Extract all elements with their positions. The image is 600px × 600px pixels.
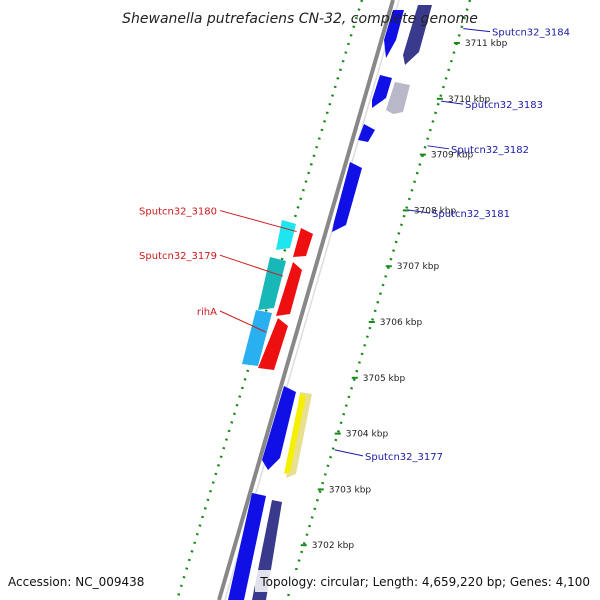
gene-label-leader bbox=[463, 28, 491, 33]
gene-sputcn32-3181[interactable] bbox=[332, 162, 362, 232]
tick-label: 3705 kbp bbox=[363, 374, 406, 384]
gene-features bbox=[228, 5, 432, 600]
accession-text: Accession: NC_009438 bbox=[8, 575, 144, 589]
genome-summary-text: Topology: circular; Length: 4,659,220 bp… bbox=[259, 575, 590, 589]
gene-sputcn32-3179-teal[interactable] bbox=[258, 257, 286, 310]
gene-label-right[interactable]: Sputcn32_3177 bbox=[365, 452, 443, 463]
tick-labels: 3711 kbp 3710 kbp 3709 kbp 3708 kbp 3707 kbp… bbox=[300, 39, 508, 551]
left-gene-labels: Sputcn32_3180 Sputcn32_3179 rihA bbox=[139, 207, 297, 333]
gene-sputcn32-3177-yellow[interactable] bbox=[284, 394, 306, 474]
footer-backdrop bbox=[255, 570, 595, 592]
tick-label: 3708 kbp bbox=[414, 206, 457, 216]
tick-label: 3704 kbp bbox=[346, 430, 389, 440]
gene-label-leader bbox=[219, 210, 297, 233]
tick-label: 3709 kbp bbox=[431, 151, 474, 161]
gene-sputcn32-3180-red[interactable] bbox=[293, 228, 313, 257]
genome-backbone bbox=[217, 0, 395, 600]
tick-label: 3707 kbp bbox=[397, 262, 440, 272]
gene-sputcn32-3180-cyan[interactable] bbox=[276, 220, 296, 250]
gene-label-leader bbox=[427, 145, 450, 150]
gene-label-left[interactable]: rihA bbox=[197, 307, 217, 318]
gene-sputcn32-3184-inner[interactable] bbox=[384, 10, 404, 58]
gene-riha-sky[interactable] bbox=[242, 310, 272, 366]
dotted-track-right bbox=[285, 0, 472, 600]
gene-label-right[interactable]: Sputcn32_3182 bbox=[451, 145, 529, 156]
tick-label: 3706 kbp bbox=[380, 318, 423, 328]
dotted-track-outer-right bbox=[175, 0, 472, 600]
tick-label: 3711 kbp bbox=[465, 39, 508, 49]
page-title: Shewanella putrefaciens CN-32, complete … bbox=[122, 11, 478, 27]
gene-label-leader bbox=[334, 449, 364, 457]
gene-label-right[interactable]: Sputcn32_3183 bbox=[465, 100, 543, 111]
gene-sputcn32-3183-gray[interactable] bbox=[386, 82, 410, 114]
gene-blue-3704[interactable] bbox=[262, 386, 296, 470]
gene-sputcn32-3184-outer[interactable] bbox=[403, 5, 432, 65]
gene-label-leader bbox=[219, 254, 283, 277]
right-gene-labels: Sputcn32_3184 Sputcn32_3183 Sputcn32_3182 S… bbox=[334, 28, 570, 463]
gene-sputcn32-3182[interactable] bbox=[358, 124, 375, 142]
dotted-track-left bbox=[175, 0, 364, 600]
gene-label-right[interactable]: Sputcn32_3184 bbox=[492, 28, 570, 39]
gene-blue-3702[interactable] bbox=[228, 493, 266, 600]
gene-riha-red[interactable] bbox=[258, 318, 288, 370]
gene-label-leader bbox=[407, 209, 431, 214]
gene-sputcn32-3179-red[interactable] bbox=[276, 262, 302, 316]
tick-label: 3710 kbp bbox=[448, 95, 491, 105]
gene-sputcn32-3183-blue[interactable] bbox=[372, 75, 392, 108]
gene-label-left[interactable]: Sputcn32_3179 bbox=[139, 251, 217, 262]
gene-label-left[interactable]: Sputcn32_3180 bbox=[139, 207, 217, 218]
tick-label: 3702 kbp bbox=[312, 541, 355, 551]
tick-label: 3703 kbp bbox=[329, 485, 372, 495]
gene-label-leader bbox=[219, 310, 266, 333]
gene-label-right[interactable]: Sputcn32_3181 bbox=[432, 209, 510, 220]
gene-label-leader bbox=[441, 100, 464, 105]
